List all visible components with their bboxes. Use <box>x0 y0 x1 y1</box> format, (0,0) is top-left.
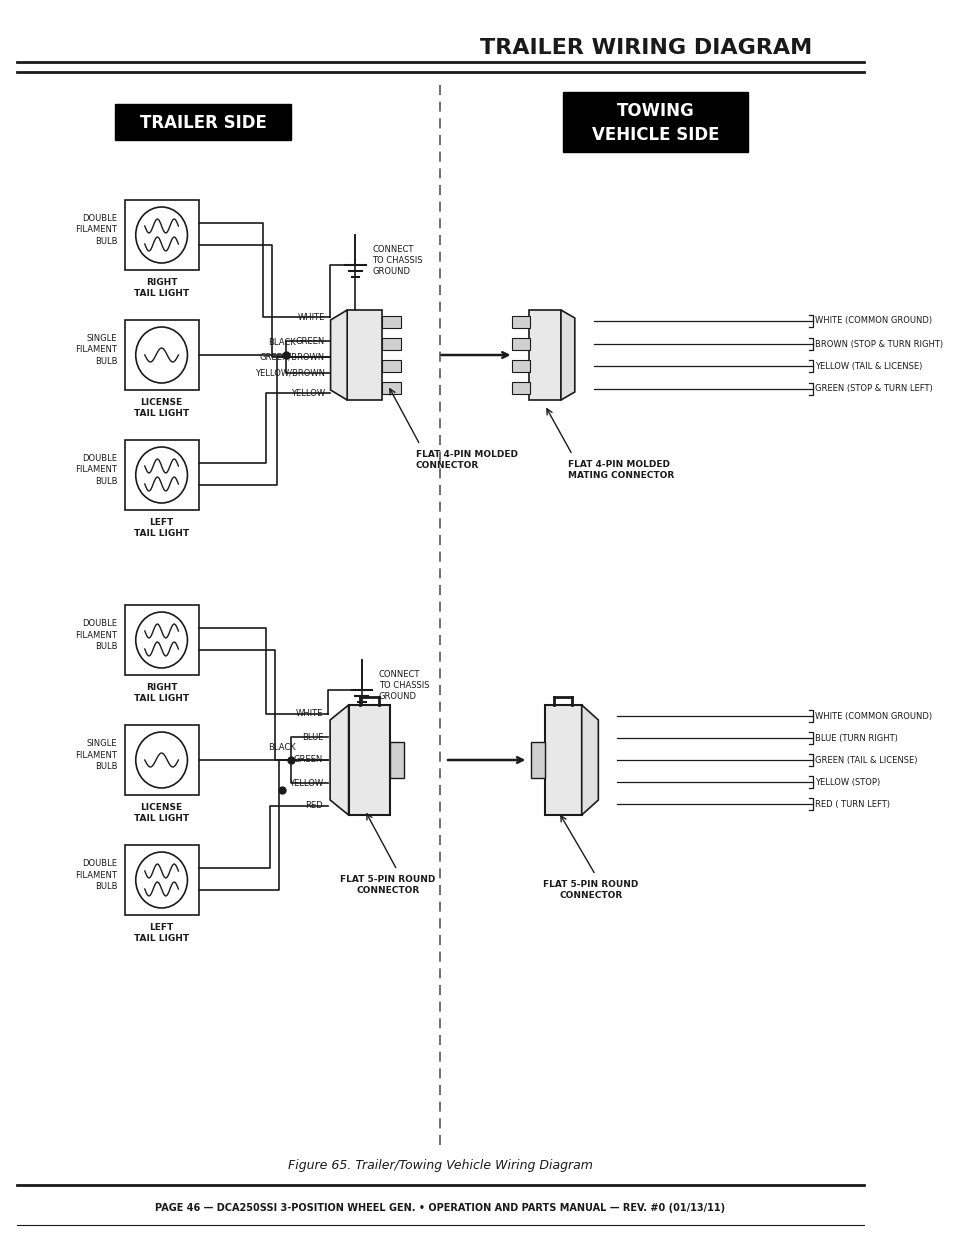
Bar <box>382 382 400 394</box>
Text: WHITE (COMMON GROUND): WHITE (COMMON GROUND) <box>815 316 931 326</box>
Text: RIGHT
TAIL LIGHT: RIGHT TAIL LIGHT <box>133 683 189 703</box>
Text: YELLOW (TAIL & LICENSE): YELLOW (TAIL & LICENSE) <box>815 362 922 370</box>
Text: RED ( TURN LEFT): RED ( TURN LEFT) <box>815 799 889 809</box>
Text: TOWING
VEHICLE SIDE: TOWING VEHICLE SIDE <box>591 103 719 143</box>
Text: DOUBLE
FILAMENT
BULB: DOUBLE FILAMENT BULB <box>75 620 117 651</box>
Polygon shape <box>560 310 575 400</box>
Text: GREEN: GREEN <box>295 336 325 346</box>
Text: LICENSE
TAIL LIGHT: LICENSE TAIL LIGHT <box>133 803 189 823</box>
Bar <box>347 310 382 400</box>
Polygon shape <box>581 705 598 815</box>
Text: GREEN: GREEN <box>294 756 323 764</box>
Text: YELLOW/BROWN: YELLOW/BROWN <box>254 368 325 378</box>
Text: LEFT
TAIL LIGHT: LEFT TAIL LIGHT <box>133 923 189 944</box>
Text: WHITE: WHITE <box>297 312 325 321</box>
Text: DOUBLE
FILAMENT
BULB: DOUBLE FILAMENT BULB <box>75 860 117 890</box>
Text: TRAILER SIDE: TRAILER SIDE <box>139 114 266 132</box>
Text: BLUE: BLUE <box>301 732 323 741</box>
Text: WHITE (COMMON GROUND): WHITE (COMMON GROUND) <box>815 711 931 720</box>
Text: DOUBLE
FILAMENT
BULB: DOUBLE FILAMENT BULB <box>75 454 117 485</box>
Bar <box>125 440 198 510</box>
Text: GREEN (STOP & TURN LEFT): GREEN (STOP & TURN LEFT) <box>815 384 932 394</box>
Text: LEFT
TAIL LIGHT: LEFT TAIL LIGHT <box>133 517 189 538</box>
Text: BLUE (TURN RIGHT): BLUE (TURN RIGHT) <box>815 734 898 742</box>
Text: TRAILER WIRING DIAGRAM: TRAILER WIRING DIAGRAM <box>479 38 812 58</box>
Text: CONNECT
TO CHASSIS
GROUND: CONNECT TO CHASSIS GROUND <box>372 245 422 277</box>
Text: RIGHT
TAIL LIGHT: RIGHT TAIL LIGHT <box>133 278 189 298</box>
Text: LICENSE
TAIL LIGHT: LICENSE TAIL LIGHT <box>133 398 189 419</box>
Bar <box>382 338 400 350</box>
Bar <box>544 705 581 815</box>
Bar <box>125 605 198 676</box>
Text: Figure 65. Trailer/Towing Vehicle Wiring Diagram: Figure 65. Trailer/Towing Vehicle Wiring… <box>288 1158 592 1172</box>
Bar <box>512 382 530 394</box>
Text: FLAT 5-PIN ROUND
CONNECTOR: FLAT 5-PIN ROUND CONNECTOR <box>340 876 436 895</box>
Text: FLAT 5-PIN ROUND
CONNECTOR: FLAT 5-PIN ROUND CONNECTOR <box>542 881 638 900</box>
Text: SINGLE
FILAMENT
BULB: SINGLE FILAMENT BULB <box>75 335 117 366</box>
Bar <box>512 316 530 329</box>
Bar <box>125 200 198 270</box>
Text: BROWN (STOP & TURN RIGHT): BROWN (STOP & TURN RIGHT) <box>815 340 943 348</box>
Text: FLAT 4-PIN MOLDED
CONNECTOR: FLAT 4-PIN MOLDED CONNECTOR <box>416 450 517 471</box>
Bar <box>531 742 544 778</box>
Bar <box>348 705 390 815</box>
Bar <box>512 359 530 372</box>
Bar <box>390 742 403 778</box>
Bar <box>125 320 198 390</box>
Polygon shape <box>330 705 348 815</box>
Text: BLACK: BLACK <box>268 338 295 347</box>
Bar <box>382 316 400 329</box>
Bar <box>115 104 291 140</box>
Text: BLACK: BLACK <box>268 743 295 752</box>
Polygon shape <box>331 310 347 400</box>
Text: YELLOW: YELLOW <box>291 389 325 398</box>
Text: FLAT 4-PIN MOLDED
MATING CONNECTOR: FLAT 4-PIN MOLDED MATING CONNECTOR <box>567 459 674 480</box>
Bar <box>125 845 198 915</box>
Text: GREEN (TAIL & LICENSE): GREEN (TAIL & LICENSE) <box>815 756 917 764</box>
Text: YELLOW: YELLOW <box>289 778 323 788</box>
Bar <box>512 338 530 350</box>
Text: DOUBLE
FILAMENT
BULB: DOUBLE FILAMENT BULB <box>75 215 117 246</box>
Text: CONNECT
TO CHASSIS
GROUND: CONNECT TO CHASSIS GROUND <box>378 671 429 701</box>
Text: PAGE 46 — DCA250SSI 3-POSITION WHEEL GEN. • OPERATION AND PARTS MANUAL — REV. #0: PAGE 46 — DCA250SSI 3-POSITION WHEEL GEN… <box>155 1203 724 1213</box>
Text: WHITE: WHITE <box>295 709 323 719</box>
Text: GREEN/BROWN: GREEN/BROWN <box>259 352 325 362</box>
Bar <box>528 310 560 400</box>
Text: SINGLE
FILAMENT
BULB: SINGLE FILAMENT BULB <box>75 740 117 771</box>
Text: RED: RED <box>305 802 323 810</box>
Bar <box>382 359 400 372</box>
Bar <box>562 91 747 152</box>
Bar <box>125 725 198 795</box>
Text: YELLOW (STOP): YELLOW (STOP) <box>815 778 880 787</box>
